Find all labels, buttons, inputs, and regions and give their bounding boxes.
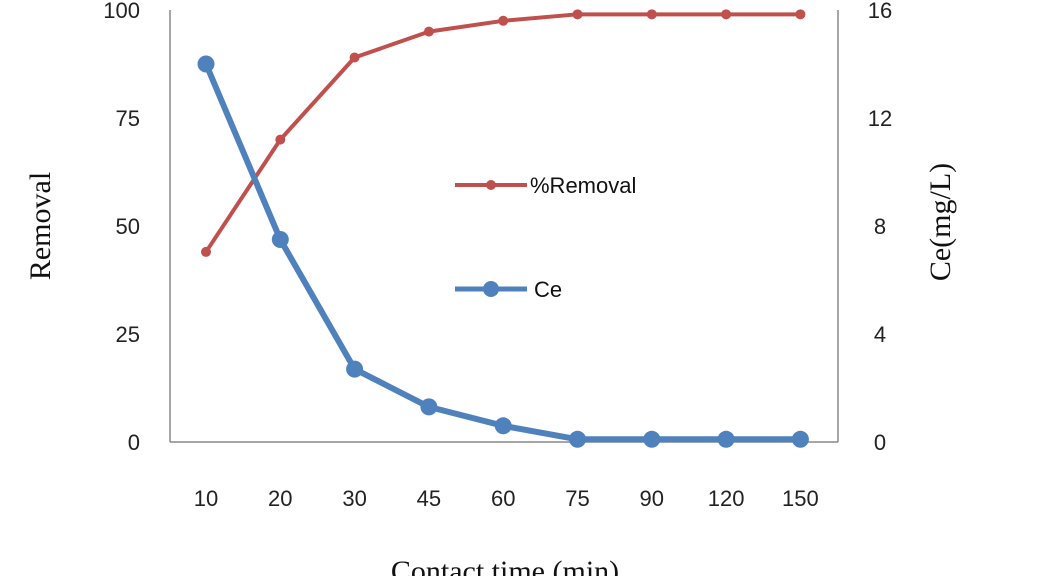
removal-point (423, 26, 434, 37)
x-tick-label: 150 (782, 486, 819, 511)
left-y-tick-label: 75 (116, 106, 140, 131)
ce-point (271, 231, 289, 248)
ce-point (346, 360, 364, 378)
removal-point (201, 246, 211, 257)
right-y-tick-label: 16 (868, 0, 892, 23)
ce-point (569, 430, 586, 448)
x-tick-label: 90 (640, 486, 664, 511)
ce-point (197, 55, 215, 73)
series-layer (197, 9, 809, 448)
right-y-tick-label: 8 (874, 214, 886, 239)
right-y-tick-label: 12 (868, 106, 892, 131)
x-tick-label: 45 (417, 486, 441, 511)
removal-point (498, 15, 509, 26)
y-axis-title-left: Removal (24, 172, 57, 280)
ce-point (494, 417, 512, 435)
left-y-tick-label: 100 (103, 0, 140, 23)
series-removal (201, 9, 806, 257)
legend-removal-label: %Removal (530, 173, 636, 198)
left-y-tick-label: 0 (128, 430, 140, 455)
removal-point (646, 9, 657, 20)
x-tick-label: 20 (268, 486, 292, 511)
left-y-tick-label: 25 (116, 322, 140, 347)
removal-point (721, 9, 732, 20)
ce-point (791, 430, 809, 448)
removal-point (349, 52, 360, 63)
x-tick-label: 30 (342, 486, 366, 511)
legend-removal-marker (486, 180, 496, 190)
right-y-tick-label: 0 (874, 430, 886, 455)
series-ce (197, 55, 809, 448)
x-tick-label: 60 (491, 486, 515, 511)
removal-point (572, 9, 583, 20)
left-y-tick-labels: 0 25 50 75 100 (103, 0, 140, 455)
legend-ce-label: Ce (534, 277, 562, 302)
plot-axes (169, 10, 839, 443)
removal-point (275, 134, 286, 145)
ce-point (717, 430, 735, 448)
ce-point (420, 398, 438, 416)
x-tick-label: 120 (708, 486, 745, 511)
legend-ce-marker (483, 281, 499, 297)
ce-point (643, 430, 661, 448)
legend: %Removal Ce (455, 173, 636, 302)
x-tick-labels: 10 20 30 45 60 75 90 120 150 (194, 486, 819, 511)
x-axis-title: Contact time (min) (391, 555, 619, 576)
right-y-tick-label: 4 (874, 322, 886, 347)
x-tick-label: 10 (194, 486, 218, 511)
removal-line (204, 12, 801, 254)
right-y-tick-labels: 0 4 8 12 16 (868, 0, 892, 455)
removal-point (795, 9, 806, 20)
y-axis-title-right: Ce(mg/L) (924, 163, 957, 281)
left-y-tick-label: 50 (116, 214, 140, 239)
x-tick-label: 75 (565, 486, 589, 511)
